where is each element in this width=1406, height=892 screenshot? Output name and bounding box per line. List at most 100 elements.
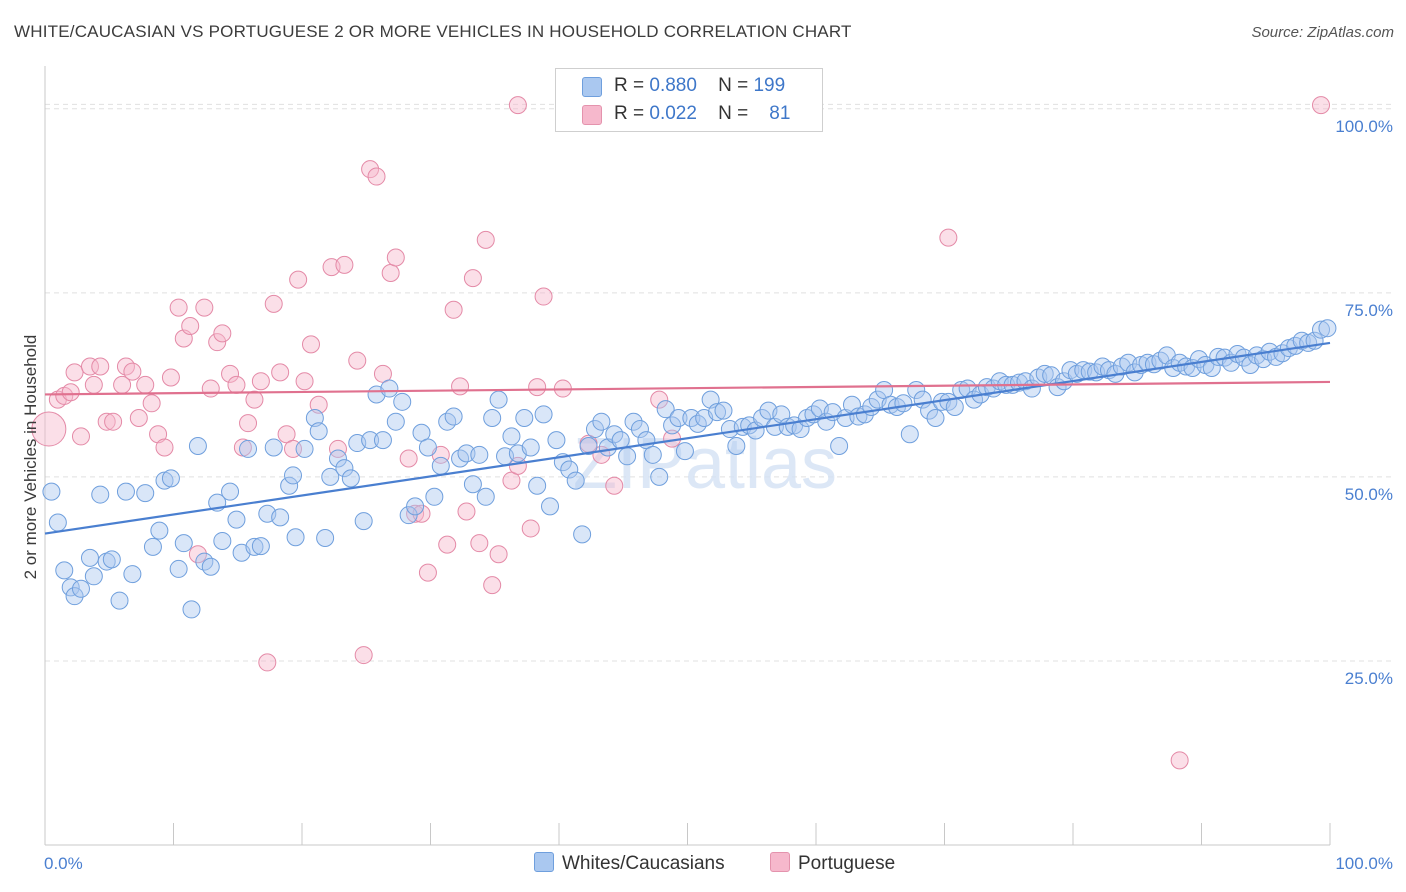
white-point [566, 471, 585, 490]
portuguese-point [181, 316, 200, 335]
portuguese-point [528, 378, 547, 397]
white-point [182, 600, 201, 619]
white-point [213, 531, 232, 550]
portuguese-point [406, 504, 425, 523]
portuguese-point [161, 368, 180, 387]
white-point [592, 412, 611, 431]
white-point [174, 534, 193, 553]
white-point [227, 510, 246, 529]
portuguese-point [129, 409, 148, 428]
white-point [361, 431, 380, 450]
legend-n-label: N = [718, 103, 749, 124]
legend-r-value: 0.022 [649, 103, 697, 124]
white-point [573, 525, 592, 544]
legend-r-value: 0.880 [649, 75, 697, 96]
white-point [335, 459, 354, 478]
portuguese-point [251, 372, 270, 391]
white-point [305, 409, 324, 428]
white-point [579, 436, 598, 455]
y-tick-label: 50.0% [1345, 485, 1393, 504]
white-point [169, 559, 188, 578]
portuguese-point [195, 298, 214, 317]
trend-lines [44, 341, 1331, 535]
white-point [48, 513, 67, 532]
white-point [643, 445, 662, 464]
white-point [110, 591, 129, 610]
portuguese-point [1170, 751, 1189, 770]
portuguese-point [534, 287, 553, 306]
white-point [900, 425, 919, 444]
white-point [136, 484, 155, 503]
portuguese-point [463, 269, 482, 288]
white-point [624, 412, 643, 431]
portuguese-point [80, 357, 99, 376]
white-point [284, 466, 303, 485]
legend-swatch-blue [582, 77, 602, 97]
white-point [123, 565, 142, 584]
portuguese-trend-line [44, 380, 1331, 396]
portuguese-point [939, 228, 958, 247]
portuguese-point [470, 534, 489, 553]
white-point [669, 409, 688, 428]
portuguese-point [521, 519, 540, 538]
white-point [150, 521, 169, 540]
portuguese-point [245, 390, 264, 409]
legend-item-whites[interactable]: Whites/Caucasians [534, 852, 725, 875]
white-point [855, 405, 874, 424]
white-point [418, 438, 437, 457]
portuguese-point [149, 425, 168, 444]
portuguese-point [457, 502, 476, 521]
white-point [399, 506, 418, 525]
white-point [611, 431, 630, 450]
white-point [714, 401, 733, 420]
white-point [84, 567, 103, 586]
white-point [444, 407, 463, 426]
y-axis-title: 2 or more Vehicles in Household [21, 335, 40, 580]
portuguese-point [84, 375, 103, 394]
white-point [560, 460, 579, 479]
white-point [201, 557, 220, 576]
portuguese-point [71, 427, 90, 446]
white-point [286, 528, 305, 547]
portuguese-point [483, 576, 502, 595]
portuguese-point [386, 248, 405, 267]
white-point [386, 412, 405, 431]
white-point [143, 537, 162, 556]
white-point [431, 456, 450, 475]
white-point [663, 416, 682, 435]
white-point [380, 379, 399, 398]
white-point [1312, 320, 1331, 339]
white-point [650, 467, 669, 486]
white-point [470, 445, 489, 464]
portuguese-point [309, 395, 328, 414]
legend-swatch-pink [582, 105, 602, 125]
source-label: Source: ZipAtlas.com [1251, 24, 1394, 41]
white-point [42, 482, 61, 501]
portuguese-point [650, 390, 669, 409]
portuguese-point [188, 545, 207, 564]
portuguese-point [201, 379, 220, 398]
y-tick-label: 25.0% [1345, 669, 1393, 688]
white-point [80, 548, 99, 567]
white-point [675, 442, 694, 461]
portuguese-point [489, 545, 508, 564]
legend-r-label: R = [614, 75, 645, 96]
white-point [894, 394, 913, 413]
white-point [91, 485, 110, 504]
y-tick-label: 100.0% [1335, 117, 1393, 136]
white-point [425, 487, 444, 506]
portuguese-point [399, 449, 418, 468]
series-legend: Whites/Caucasians Portuguese [0, 852, 1406, 878]
white-point [316, 529, 335, 548]
white-point [926, 409, 945, 428]
chart-title: WHITE/CAUCASIAN VS PORTUGUESE 2 OR MORE … [14, 22, 852, 41]
legend-label-whites: Whites/Caucasians [562, 853, 725, 874]
portuguese-point [65, 363, 84, 382]
white-point [271, 508, 290, 527]
white-point [221, 482, 240, 501]
white-point [502, 427, 521, 446]
legend-r-label: R = [614, 103, 645, 124]
white-point [264, 438, 283, 457]
legend-item-portuguese[interactable]: Portuguese [770, 852, 895, 875]
white-point [585, 420, 604, 439]
